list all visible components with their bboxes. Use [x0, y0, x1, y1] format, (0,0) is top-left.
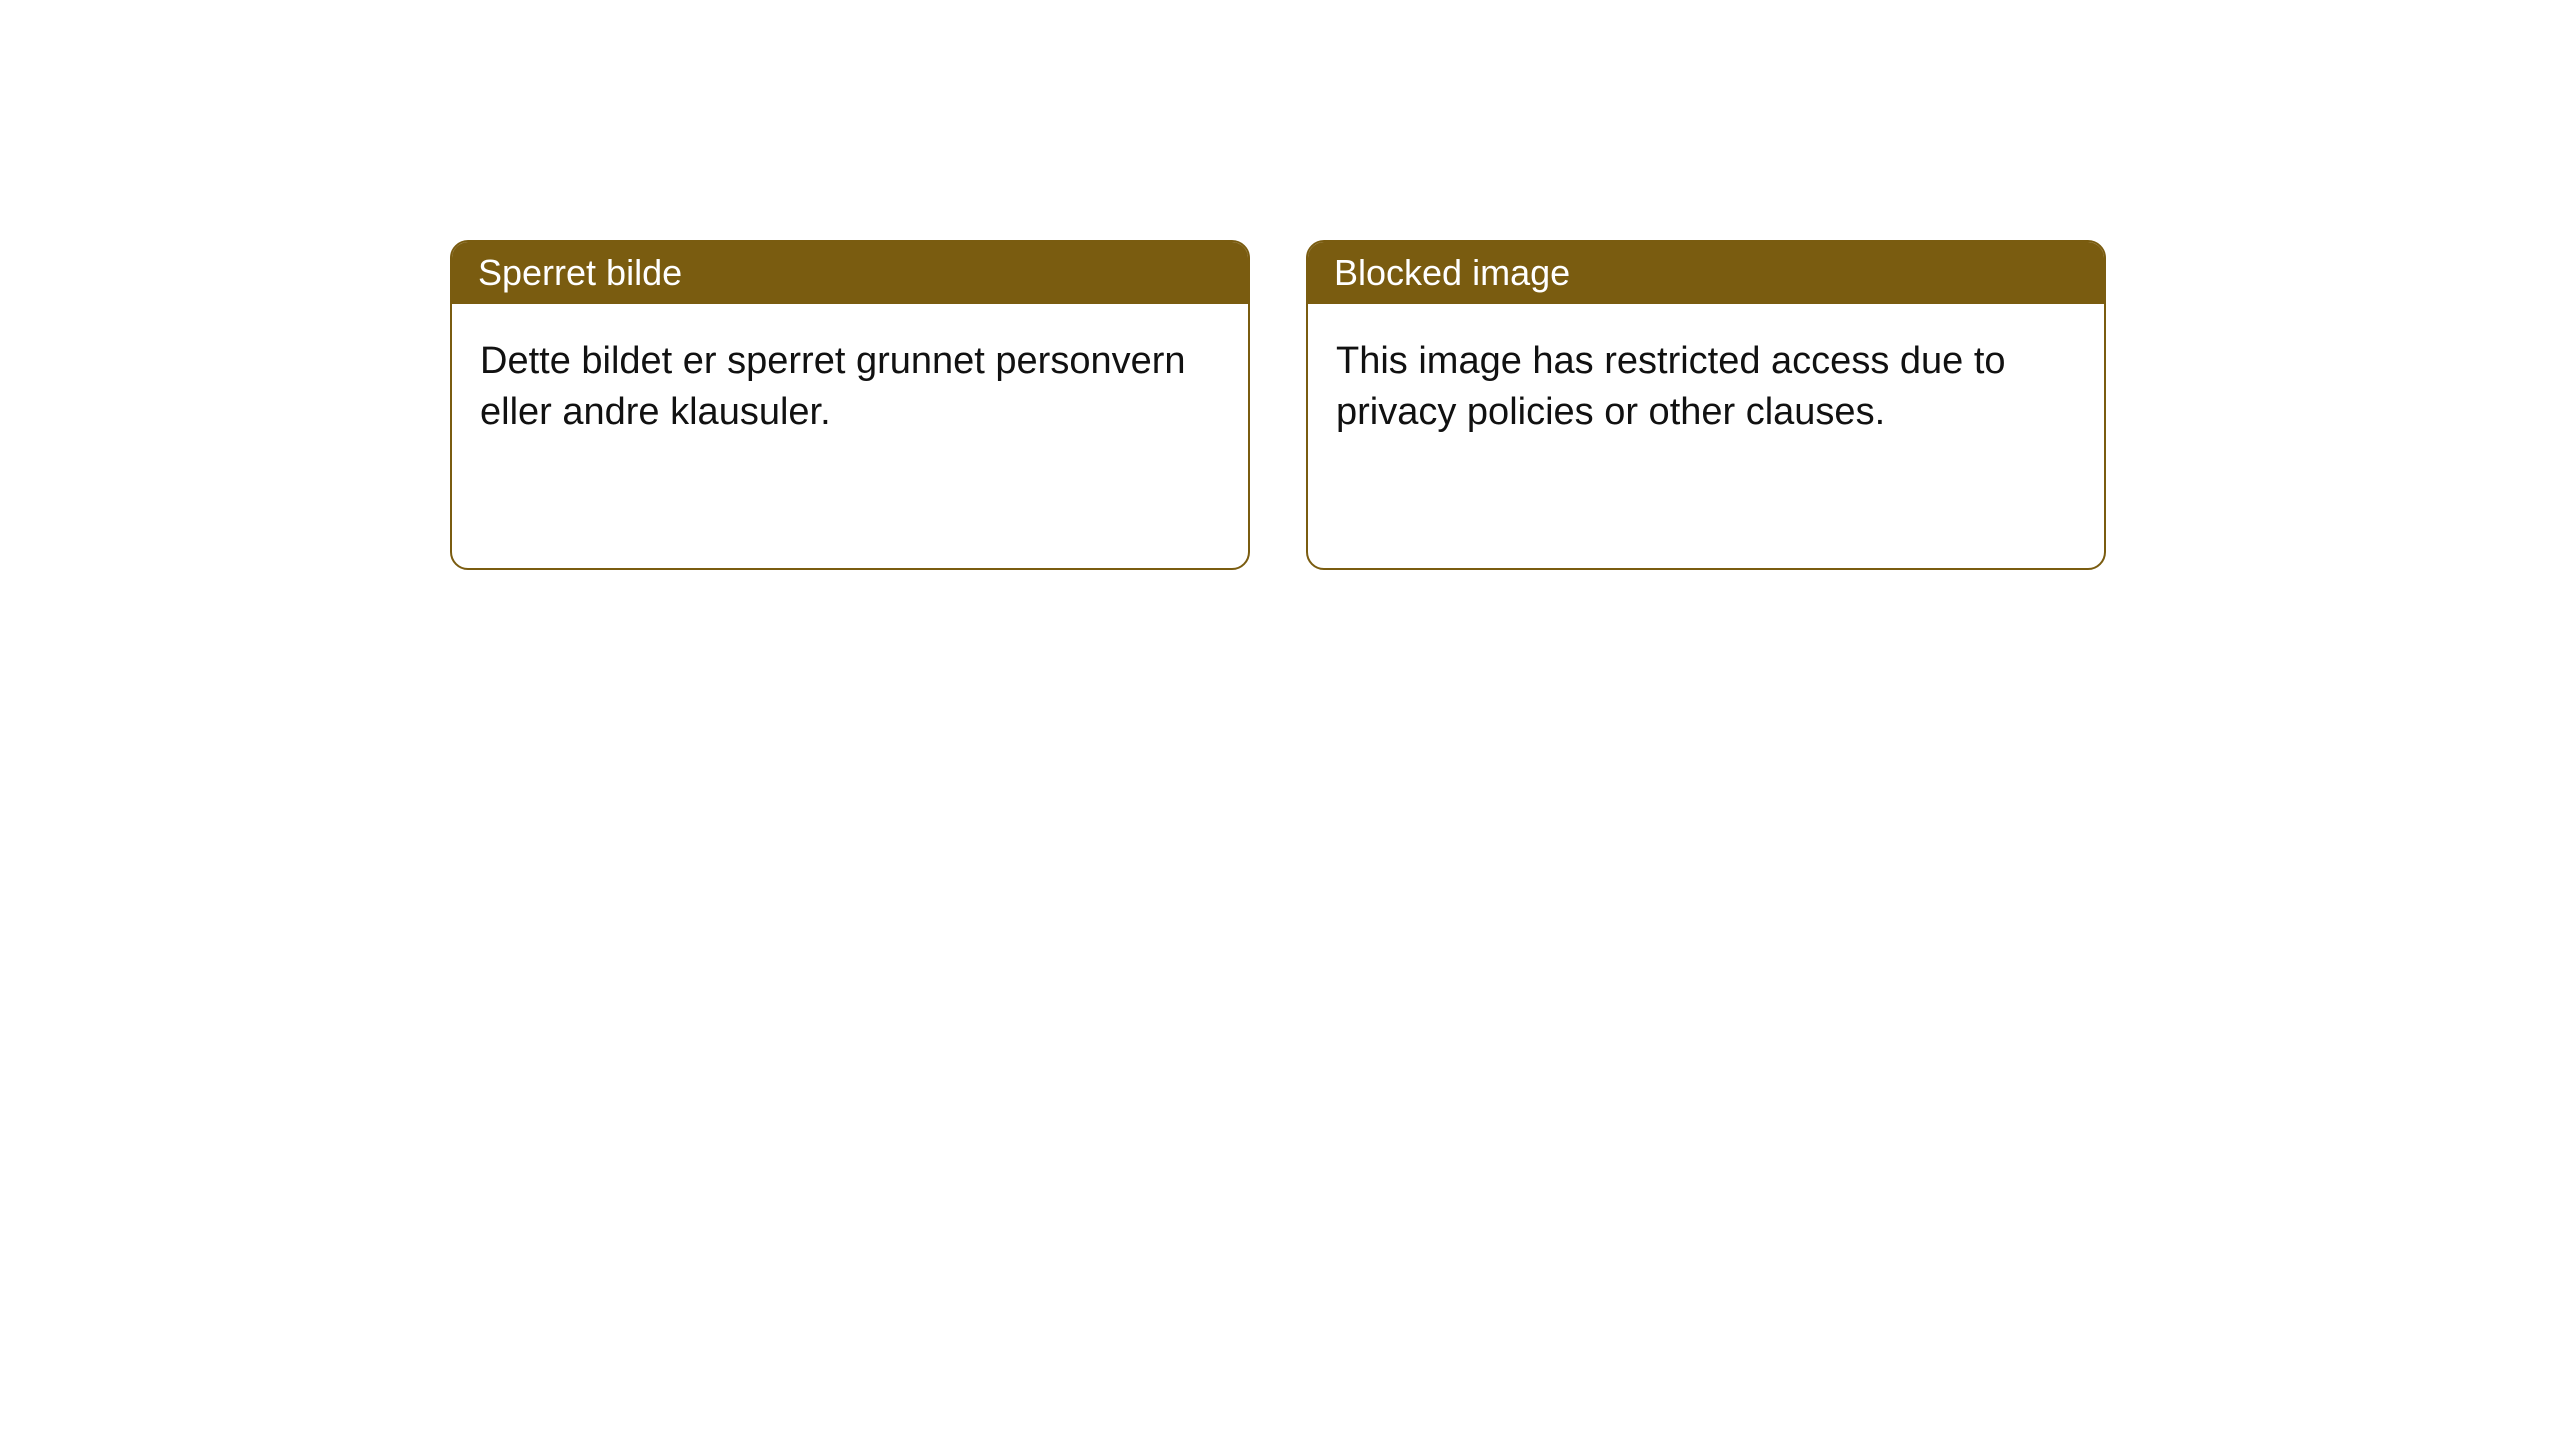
notice-title: Sperret bilde	[478, 252, 682, 293]
notice-container: Sperret bilde Dette bildet er sperret gr…	[0, 0, 2560, 570]
notice-card-english: Blocked image This image has restricted …	[1306, 240, 2106, 570]
notice-card-norwegian: Sperret bilde Dette bildet er sperret gr…	[450, 240, 1250, 570]
notice-title: Blocked image	[1334, 252, 1570, 293]
notice-message: Dette bildet er sperret grunnet personve…	[480, 340, 1186, 433]
notice-message: This image has restricted access due to …	[1336, 340, 2006, 433]
notice-body: Dette bildet er sperret grunnet personve…	[452, 304, 1248, 471]
notice-body: This image has restricted access due to …	[1308, 304, 2104, 471]
notice-header: Sperret bilde	[452, 242, 1248, 304]
notice-header: Blocked image	[1308, 242, 2104, 304]
